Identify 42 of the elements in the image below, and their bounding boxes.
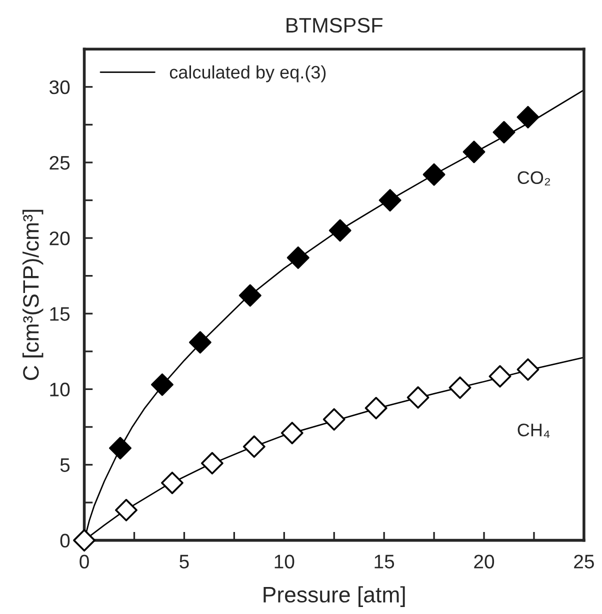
point <box>322 408 346 431</box>
y-tick-label: 5 <box>60 458 70 472</box>
y-tick-label: 30 <box>50 80 70 94</box>
y-tick-label: 0 <box>60 534 70 548</box>
point <box>364 396 388 420</box>
x-tick-label: 15 <box>374 554 394 568</box>
point <box>200 452 224 474</box>
chart-title: BTMSPSF <box>286 18 382 33</box>
point <box>151 373 174 396</box>
x-tick-label: 0 <box>80 554 89 568</box>
point <box>488 365 512 388</box>
point <box>492 121 516 144</box>
point <box>406 386 430 409</box>
x-tick-label: 10 <box>274 554 294 568</box>
point <box>286 246 310 269</box>
point <box>328 219 352 242</box>
point <box>115 498 138 522</box>
point <box>73 529 96 552</box>
point <box>109 436 132 460</box>
y-axis-title: C [cm³(STP)/cm³] <box>22 210 44 380</box>
y-tick-label: 15 <box>50 307 70 321</box>
point <box>516 106 540 128</box>
y-tick-label: 10 <box>50 382 70 396</box>
series-label: CO₂ <box>518 171 550 186</box>
x-tick-label: 5 <box>180 554 189 568</box>
point <box>462 140 486 164</box>
y-tick-label: 25 <box>50 156 70 170</box>
point <box>238 284 262 307</box>
point <box>280 422 304 444</box>
text: CH₄ <box>518 424 550 438</box>
y-tick-label: 20 <box>50 232 70 246</box>
x-tick-label: 20 <box>474 554 494 568</box>
legend-label: calculated by eq.(3) <box>170 65 326 82</box>
point <box>378 189 402 212</box>
point <box>448 376 472 399</box>
x-axis-title: Pressure [atm] <box>264 586 405 607</box>
point <box>242 435 266 458</box>
point <box>161 472 184 494</box>
point <box>422 163 446 186</box>
x-tick-label: 25 <box>574 554 594 568</box>
point <box>516 358 540 381</box>
point <box>188 331 212 354</box>
